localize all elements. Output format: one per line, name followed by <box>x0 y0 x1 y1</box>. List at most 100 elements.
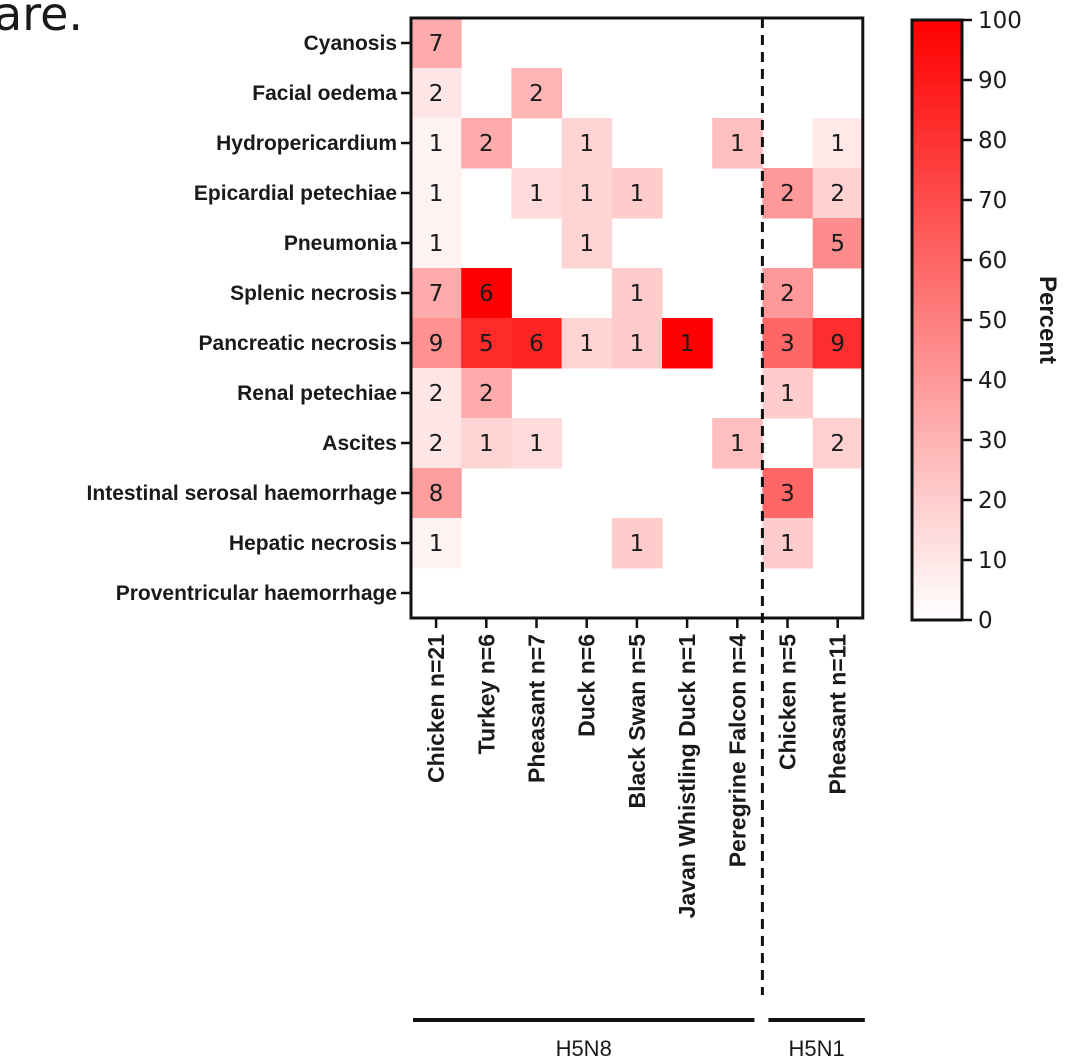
colorbar-tick-label: 50 <box>978 308 1007 334</box>
cell-value-label: 7 <box>429 31 444 57</box>
cell-value-label: 8 <box>429 481 444 507</box>
cell-value-label: 1 <box>529 181 544 207</box>
cell-value-label: 1 <box>429 231 444 257</box>
row-axis: Cyanosis Facial oedema Hydropericardium Epi… <box>87 32 411 605</box>
cell-value-label: 2 <box>479 381 494 407</box>
cell-value-label: 2 <box>529 81 544 107</box>
heatmap-cell <box>611 518 663 569</box>
heatmap-cell <box>511 68 563 119</box>
colorbar-tick-label: 80 <box>978 128 1007 154</box>
cell-value-label: 7 <box>429 281 444 307</box>
column-label: Black Swan n=5 <box>624 634 650 809</box>
cell-value-label: 2 <box>780 281 795 307</box>
row-label: Proventricular haemorrhage <box>116 582 397 605</box>
cell-value-label: 3 <box>780 331 795 357</box>
cell-value-label: 1 <box>630 331 645 357</box>
row-label: Cyanosis <box>304 32 397 55</box>
cell-value-label: 2 <box>429 431 444 457</box>
heatmap-cell <box>812 318 864 369</box>
heatmap-cell <box>712 418 763 469</box>
cell-value-label: 1 <box>529 431 544 457</box>
heatmap-cell <box>561 118 613 169</box>
cell-value-label: 2 <box>780 181 795 207</box>
cell-value-label: 2 <box>429 81 444 107</box>
cell-value-label: 3 <box>780 481 795 507</box>
column-axis: Chicken n=21 Turkey n=6 Pheasant n=7 Duck n… <box>423 618 851 918</box>
heatmap-cell <box>561 168 613 219</box>
colorbar-tick-label: 20 <box>978 488 1007 514</box>
column-label: Pheasant n=11 <box>825 634 851 795</box>
cell-value-label: 1 <box>630 181 645 207</box>
cell-value-label: 1 <box>780 531 795 557</box>
row-label: Facial oedema <box>252 82 397 105</box>
column-label: Peregrine Falcon n=4 <box>724 634 750 867</box>
cell-value-label: 2 <box>429 381 444 407</box>
heatmap-cell <box>411 318 462 369</box>
heatmap-cell <box>812 118 864 169</box>
top-text-fragment: are. <box>0 0 83 41</box>
heatmap-cell <box>812 168 864 219</box>
heatmap-cell <box>662 318 713 369</box>
cell-value-label: 1 <box>780 381 795 407</box>
cell-value-label: 1 <box>579 231 594 257</box>
heatmap-cell <box>511 318 563 369</box>
heatmap-cell <box>762 468 814 519</box>
row-label: Intestinal serosal haemorrhage <box>87 482 397 505</box>
heatmap-cell <box>411 218 462 269</box>
cell-value-label: 1 <box>579 131 594 157</box>
heatmap-cell <box>411 268 462 319</box>
column-label: Chicken n=5 <box>775 634 801 770</box>
heatmap-cell <box>461 418 512 469</box>
heatmap-cell <box>812 418 864 469</box>
cell-value-label: 2 <box>479 131 494 157</box>
heatmap-cell-labels: 7 2 2 1 2 1 1 1 1 1 1 1 2 2 1 1 5 7 6 1 2 9 5 6 1 1 1 3 9 2 2 1 2 1 1 1 2 8 3 1… <box>429 31 845 557</box>
row-label: Ascites <box>322 432 397 455</box>
heatmap-cell <box>712 118 763 169</box>
cell-value-label: 1 <box>730 131 745 157</box>
cell-value-label: 1 <box>830 131 845 157</box>
heatmap-cell <box>411 468 462 519</box>
column-label: Turkey n=6 <box>473 634 499 754</box>
colorbar-tick-label: 60 <box>978 248 1007 274</box>
heatmap-cell <box>511 418 563 469</box>
colorbar-tick-label: 90 <box>978 68 1007 94</box>
colorbar-tick-label: 100 <box>978 8 1022 34</box>
cell-value-label: 6 <box>529 331 544 357</box>
cell-value-label: 9 <box>429 331 444 357</box>
row-label: Pancreatic necrosis <box>199 332 397 355</box>
cell-value-label: 1 <box>429 131 444 157</box>
heatmap-cell <box>411 418 462 469</box>
cell-value-label: 1 <box>429 181 444 207</box>
colorbar-tick-label: 30 <box>978 428 1007 454</box>
heatmap-cell <box>461 368 512 419</box>
row-label: Hepatic necrosis <box>229 532 397 555</box>
colorbar-title: Percent <box>1034 276 1061 364</box>
heatmap-cell <box>411 168 462 219</box>
cell-value-label: 1 <box>479 431 494 457</box>
heatmap-cell <box>411 518 462 569</box>
heatmap-cell <box>461 318 512 369</box>
column-label: Pheasant n=7 <box>524 634 550 783</box>
cell-value-label: 1 <box>429 531 444 557</box>
row-label: Renal petechiae <box>237 382 397 405</box>
cell-value-label: 1 <box>680 331 695 357</box>
group-label: H5N8 <box>556 1036 612 1061</box>
cell-value-label: 1 <box>630 531 645 557</box>
column-label: Javan Whistling Duck n=1 <box>674 634 700 919</box>
heatmap-cell <box>511 168 563 219</box>
heatmap-cell <box>762 168 814 219</box>
heatmap-cell <box>411 68 462 119</box>
heatmap-cell <box>611 318 663 369</box>
cell-value-label: 5 <box>830 231 845 257</box>
cell-value-label: 6 <box>479 281 494 307</box>
cell-value-label: 1 <box>630 281 645 307</box>
heatmap-cell <box>411 18 462 69</box>
cell-value-label: 1 <box>730 431 745 457</box>
heatmap-cell <box>461 118 512 169</box>
group-brackets: H5N8 H5N1 <box>413 1018 865 1061</box>
heatmap-cell <box>762 518 814 569</box>
colorbar-tick-label: 10 <box>978 548 1007 574</box>
heatmap-cell <box>561 318 613 369</box>
row-label: Splenic necrosis <box>230 282 397 305</box>
